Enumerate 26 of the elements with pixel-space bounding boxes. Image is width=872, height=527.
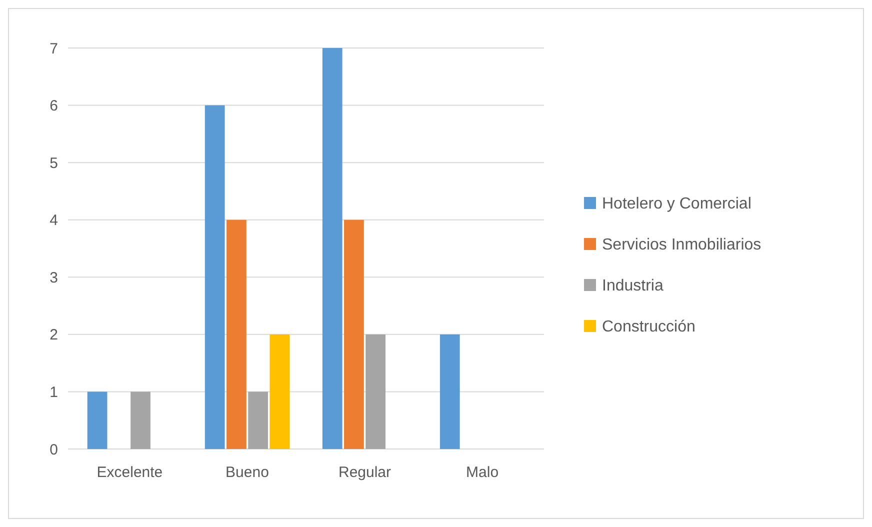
y-tick-label: 1	[50, 384, 58, 401]
x-tick-label: Regular	[338, 464, 392, 481]
y-tick-label: 7	[50, 40, 58, 58]
bar	[130, 392, 150, 449]
legend-label: Construcción	[602, 318, 696, 336]
bar	[226, 220, 246, 449]
bar	[440, 334, 460, 449]
legend-label: Hotelero y Comercial	[602, 196, 752, 213]
legend-label: Industria	[602, 278, 664, 295]
x-tick-label: Bueno	[226, 464, 269, 481]
y-tick-label: 0	[50, 441, 58, 458]
bar	[248, 392, 268, 449]
y-tick-label: 3	[50, 269, 58, 286]
bar	[322, 48, 342, 449]
bar	[270, 334, 290, 449]
bar	[366, 334, 386, 449]
x-tick-label: Excelente	[96, 464, 163, 481]
legend-label: Servicios Inmobiliarios	[602, 236, 762, 254]
y-tick-label: 6	[50, 98, 58, 115]
bar	[204, 105, 225, 449]
bar	[87, 392, 108, 449]
y-tick-label: 5	[50, 154, 58, 172]
y-tick-label: 4	[50, 212, 58, 230]
x-tick-label: Malo	[466, 464, 499, 481]
y-tick-label: 2	[50, 326, 58, 344]
bar	[344, 220, 364, 449]
